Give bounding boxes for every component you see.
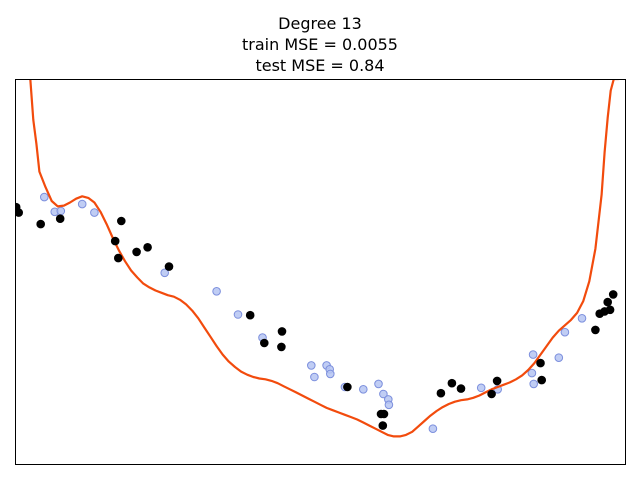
train-point xyxy=(560,327,570,337)
test-point xyxy=(379,409,389,419)
train-point xyxy=(528,350,538,359)
train-point xyxy=(359,385,368,394)
test-point xyxy=(608,290,618,299)
test-point xyxy=(492,376,502,386)
test-point xyxy=(343,382,352,392)
test-point xyxy=(55,214,65,223)
test-point xyxy=(132,247,141,257)
train-point xyxy=(577,314,587,323)
axes-frame xyxy=(15,79,626,465)
test-point xyxy=(117,216,126,226)
test-point xyxy=(260,338,269,348)
train-point xyxy=(233,310,243,319)
plot-content xyxy=(15,79,619,438)
train-point xyxy=(428,424,438,434)
test-point xyxy=(378,421,388,430)
test-point xyxy=(537,375,546,385)
train-point xyxy=(307,361,316,370)
train-point xyxy=(554,353,564,363)
fitted-curve xyxy=(29,79,619,438)
train-point xyxy=(56,206,66,216)
train-point xyxy=(212,287,221,296)
test-point xyxy=(36,219,45,229)
test-point xyxy=(436,388,446,398)
train-point xyxy=(379,389,388,399)
train-point xyxy=(160,268,169,278)
test-point xyxy=(245,310,255,320)
title-line-degree: Degree 13 xyxy=(278,14,362,33)
train-point xyxy=(90,208,99,217)
test-point xyxy=(277,327,287,336)
test-point xyxy=(447,378,457,388)
train-point xyxy=(374,379,383,389)
train-point xyxy=(77,199,87,209)
test-point xyxy=(114,253,123,263)
train-point xyxy=(326,369,335,379)
title-line-train-mse: train MSE = 0.0055 xyxy=(242,35,398,54)
chart-title: Degree 13 train MSE = 0.0055 test MSE = … xyxy=(242,14,398,75)
test-point xyxy=(277,342,286,352)
train-point xyxy=(529,379,539,389)
test-point xyxy=(110,236,120,246)
title-line-test-mse: test MSE = 0.84 xyxy=(255,56,384,75)
train-point xyxy=(476,383,486,393)
train-point xyxy=(384,400,394,410)
train-point xyxy=(527,368,537,378)
test-point xyxy=(605,305,615,315)
test-point xyxy=(456,384,466,393)
test-point xyxy=(487,389,496,399)
train-point xyxy=(310,372,319,382)
test-point xyxy=(143,243,152,252)
test-point xyxy=(164,262,174,271)
test-point xyxy=(15,208,23,217)
test-point xyxy=(536,358,545,368)
train-point xyxy=(40,192,49,202)
test-point xyxy=(603,297,612,307)
test-point xyxy=(591,325,600,335)
